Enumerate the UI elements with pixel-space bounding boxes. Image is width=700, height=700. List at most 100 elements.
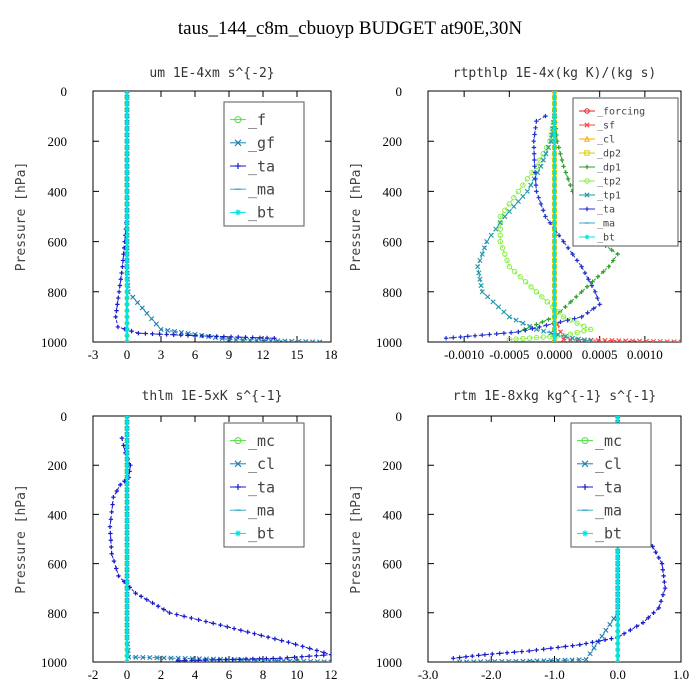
series-dp1-point (561, 164, 566, 169)
series-tp1-point (511, 203, 517, 210)
series-dp1-point (611, 258, 616, 263)
series-tp1-point (495, 304, 502, 310)
series-bt-point (125, 635, 129, 640)
y-tick-label: 1000 (376, 655, 402, 670)
series-cl-point (520, 658, 526, 662)
series-tp2-point (520, 335, 526, 342)
series-tp1-point (479, 251, 485, 257)
y-tick-label: 600 (48, 235, 68, 250)
series-ta-point (243, 335, 248, 340)
y-tick-label: 200 (383, 458, 403, 473)
series-cl-point (576, 657, 582, 662)
series-bt-point (552, 183, 557, 188)
series-sf-point (623, 338, 629, 342)
series-tp2-point (587, 326, 594, 333)
series-tp1-point (490, 299, 496, 305)
series-ta-point (472, 333, 478, 338)
series-bt-point (125, 170, 129, 175)
series-ta-point (171, 332, 176, 337)
panel-title: rtpthlp 1E-4x(kg K)/(kg s) (453, 66, 657, 81)
x-tick-label: -0.0005 (489, 347, 529, 362)
series-cl-point (513, 658, 519, 662)
series-bt-point (552, 164, 557, 169)
series-ta-point (203, 657, 208, 662)
series-cl-point (478, 659, 484, 662)
series-ta-point (640, 620, 646, 625)
series-cl-point (541, 658, 547, 662)
series-cl-point (591, 645, 597, 651)
series-ta-point (463, 654, 469, 660)
y-tick-label: 0 (396, 84, 403, 99)
series-tp1-point (562, 333, 568, 340)
series-bt-point (125, 208, 129, 213)
series-ta-point (501, 331, 507, 336)
series-bt-point (125, 475, 129, 480)
series-bt-point (552, 227, 557, 232)
series-ta-point (209, 657, 215, 662)
y-tick-label: 0 (61, 84, 68, 99)
legend-entry-mc-label: _mc (248, 432, 275, 450)
series-tp2-point (517, 274, 523, 280)
series-bt-point (552, 302, 557, 307)
series-tp2-point (499, 245, 506, 251)
series-ta-point (628, 627, 633, 633)
series-tp2-point (515, 188, 522, 195)
series-ta-point (532, 157, 537, 163)
series-tp2-point (502, 251, 508, 257)
series-gf-point (261, 337, 267, 342)
series-ta-point (189, 615, 194, 621)
series-tp1-point (588, 338, 594, 342)
series-ta-point (512, 649, 517, 655)
series-bt-point (125, 189, 129, 194)
y-axis-label: Pressure [hPa] (349, 162, 364, 272)
series-ta-point (457, 655, 462, 660)
series-cl-point (280, 658, 286, 662)
series-ta-point (530, 326, 535, 331)
series-tp2-point (497, 238, 503, 245)
series-ta-point (582, 270, 588, 276)
series-tp1-point (478, 282, 484, 289)
legend-entry-dp2-label: _dp2 (597, 149, 621, 160)
series-cl-point (615, 416, 621, 419)
legend-entry-gf-label: _gf (248, 134, 275, 152)
x-tick-label: 0.0000 (537, 347, 573, 362)
series-ta-point (114, 566, 119, 571)
series-ta-point (653, 549, 658, 555)
series-tp2-point (544, 299, 550, 305)
series-ta-point (634, 624, 639, 629)
series-ta-point (534, 118, 539, 124)
series-ta-point (292, 655, 297, 660)
series-bt-point (125, 580, 129, 585)
series-bt-point (615, 610, 620, 615)
series-tp2-point (520, 182, 526, 188)
series-gf-point (289, 338, 295, 342)
x-tick-label: 12 (257, 347, 270, 362)
series-cl-point (534, 658, 540, 662)
series-ta-point (586, 277, 591, 282)
series-ta-point (117, 283, 123, 288)
series-ta-point (476, 653, 481, 658)
x-tick-label: 0.0005 (582, 347, 618, 362)
series-layer (113, 91, 323, 342)
legend-entry-ma-label: _ma (597, 219, 615, 230)
series-ta-point (110, 502, 115, 507)
series-ta-point (265, 634, 271, 640)
legend-entry-mc-marker (234, 437, 242, 445)
series-ta-point (482, 652, 488, 657)
series-ta-point (259, 633, 264, 638)
series-bt-point (125, 120, 129, 125)
series-bt-point (125, 270, 129, 275)
series-bt-point (125, 641, 129, 646)
series-ta-point (200, 333, 205, 339)
series-ta-point (536, 195, 541, 200)
series-bt-point (552, 91, 557, 93)
series-ta-point (662, 579, 667, 585)
legend-entry-dp2-marker (584, 150, 590, 156)
legend-entry-mc-label: _mc (595, 432, 622, 450)
series-bt-point (552, 270, 557, 275)
legend-entry-f-label: _f (248, 111, 266, 129)
series-ta-point (556, 233, 562, 238)
series-ta-point (519, 649, 525, 654)
series-ta-point (659, 561, 665, 566)
series-bt-point (552, 189, 557, 194)
